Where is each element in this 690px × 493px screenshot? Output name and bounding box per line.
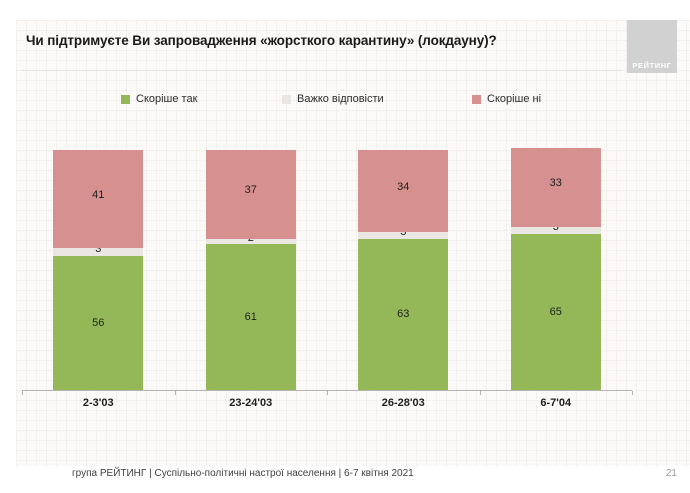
chart-legend: Скоріше так Важко відповісти Скоріше ні	[16, 93, 690, 107]
bar-value-label: 65	[549, 306, 562, 318]
legend-label: Важко відповісти	[297, 93, 384, 105]
bar-column: 65 3 33 6-7'04	[480, 147, 633, 409]
bar-segment	[53, 248, 144, 256]
x-axis-line	[22, 390, 632, 391]
bar-value-label: 37	[244, 184, 257, 197]
category-label: 6-7'04	[540, 397, 572, 409]
bar-segment	[53, 255, 144, 390]
axis-tick	[175, 391, 176, 395]
bar-segment	[358, 231, 449, 239]
category-label: 2-3'03	[82, 397, 114, 409]
legend-label: Скоріше так	[136, 93, 198, 105]
bar-segment	[205, 238, 296, 244]
category-label: 23-24'03	[229, 397, 273, 409]
bar-value-label: 63	[397, 308, 410, 321]
page-number: 21	[665, 468, 677, 479]
bar-value-label: 61	[244, 310, 257, 323]
legend-item-rather-yes: Скоріше так	[121, 93, 197, 105]
chart-plot: 563412-3'036123723-24'036333426-28'03653…	[22, 147, 633, 409]
slide: Чи підтримуєте Ви запровадження «жорстко…	[16, 20, 690, 466]
axis-tick	[480, 391, 481, 395]
bar-value-label: 3	[400, 226, 407, 239]
bar-value-label: 34	[397, 180, 410, 193]
slide-title: Чи підтримуєте Ви запровадження «жорстко…	[26, 33, 497, 48]
bar-column: 6123723-24'03	[175, 150, 328, 409]
bar-segment	[510, 234, 601, 390]
bar-segment	[53, 150, 144, 249]
legend-item-rather-no: Скоріше ні	[472, 93, 541, 105]
bar-value-label: 56	[92, 316, 105, 329]
bar-column: 56 3 41 2-3'03	[22, 150, 175, 409]
bar-value-label: 3	[95, 243, 102, 255]
footer-source: група РЕЙТИНГ | Суспільно-політичні наст…	[72, 468, 414, 479]
legend-item-hard-to-say: Важко відповісти	[282, 93, 384, 105]
bar-column: 63 3 34 26-28'03	[327, 150, 480, 409]
gray-swatch-icon	[282, 94, 291, 104]
axis-tick	[22, 391, 23, 395]
legend-label: Скоріше ні	[487, 93, 542, 105]
bar-segment	[205, 150, 296, 239]
rating-logo-text: РЕЙТИНГ	[632, 61, 672, 70]
bar-segment	[510, 226, 601, 234]
axis-tick	[327, 391, 328, 395]
bar-segment	[358, 150, 449, 232]
category-label: 26-28'03	[381, 397, 425, 409]
bar-segment	[358, 238, 449, 390]
bar-value-label: 41	[92, 189, 105, 202]
bar-segment	[205, 243, 296, 390]
bar-segment	[510, 147, 601, 227]
bar-value-label: 33	[549, 177, 562, 190]
pink-swatch-icon	[472, 94, 481, 104]
title-divider	[22, 70, 622, 71]
axis-tick	[632, 391, 633, 395]
green-swatch-icon	[121, 94, 130, 104]
rating-logo: РЕЙТИНГ	[627, 20, 677, 73]
bar-value-label: 3	[552, 221, 559, 234]
